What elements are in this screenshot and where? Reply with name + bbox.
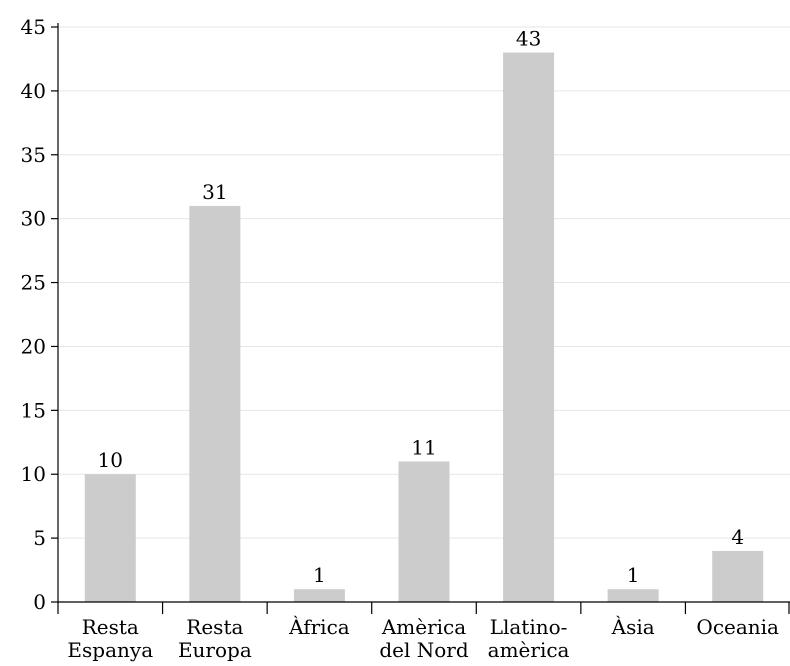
y-tick-label: 5 (33, 526, 46, 550)
axes (57, 23, 790, 603)
x-tick-label: amèrica (488, 638, 570, 662)
y-tick-label: 15 (21, 398, 46, 422)
x-tick-label: Llatino- (490, 615, 568, 639)
bar (398, 461, 450, 602)
gridlines (58, 26, 790, 539)
data-label: 4 (731, 525, 744, 549)
data-label: 11 (411, 435, 436, 459)
y-tick-label: 25 (21, 271, 46, 295)
bar (712, 550, 764, 602)
y-tick-label: 10 (21, 462, 46, 486)
x-tick-label: Amèrica (381, 615, 466, 639)
data-label: 43 (516, 27, 541, 51)
bars (84, 52, 764, 603)
x-tick-label: Àsia (611, 615, 655, 639)
x-tick-label: del Nord (379, 638, 468, 662)
bar (189, 205, 241, 602)
y-tick-label: 20 (21, 334, 46, 358)
bar (293, 589, 345, 602)
y-tick-label: 35 (21, 143, 46, 167)
x-tick-label: Oceania (696, 615, 779, 639)
x-tick-label: Resta (186, 615, 243, 639)
x-tick-label: Europa (178, 638, 252, 662)
x-tick-label: Espanya (67, 638, 153, 662)
bar (84, 474, 136, 602)
y-tick-label: 30 (21, 207, 46, 231)
x-tick-label: Resta (82, 615, 139, 639)
bar (607, 589, 659, 602)
y-axis-ticks: 0 5 10 15 20 25 30 35 40 45 (21, 15, 58, 614)
x-tick-label: Àfrica (288, 615, 350, 639)
data-label: 31 (202, 180, 227, 204)
y-tick-label: 0 (33, 590, 46, 614)
data-label: 1 (313, 563, 326, 587)
bar (503, 52, 555, 603)
data-label: 10 (98, 448, 123, 472)
y-tick-label: 45 (21, 15, 46, 39)
y-tick-label: 40 (21, 79, 46, 103)
data-label: 1 (627, 563, 640, 587)
